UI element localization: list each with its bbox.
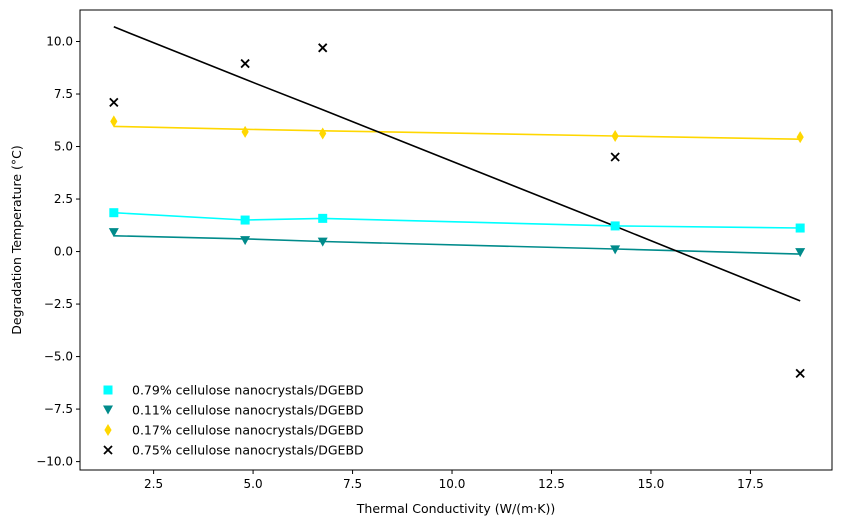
legend-marker-series-1	[103, 385, 113, 395]
y-tick-label: −7.5	[44, 402, 73, 416]
data-point-series-3	[611, 130, 619, 143]
legend-marker-series-2	[103, 405, 113, 415]
data-point-series-1	[109, 208, 119, 218]
y-tick-label: 10.0	[46, 35, 73, 49]
legend-marker-series-4	[103, 445, 113, 455]
y-axis: −10.0 −7.5 −5.0 −2.5 0.0 2.5 5.0 7.5 10.0	[36, 35, 80, 469]
data-point-series-3	[241, 125, 249, 138]
data-point-series-2	[610, 245, 621, 255]
data-point-series-1	[610, 221, 620, 231]
data-point-series-3	[110, 115, 118, 128]
data-point-series-2	[795, 248, 806, 258]
data-point-series-1	[795, 223, 805, 233]
data-point-series-3	[796, 131, 804, 144]
x-axis-label: Thermal Conductivity (W/(m·K))	[356, 501, 555, 516]
data-point-series-4	[795, 368, 805, 379]
y-tick-label: 5.0	[54, 140, 73, 154]
data-point-series-1	[240, 215, 250, 225]
data-point-series-1	[318, 213, 328, 223]
data-point-series-4	[610, 152, 620, 162]
y-tick-label: 7.5	[54, 87, 73, 101]
x-axis: 2.5 5.0 7.5 10.0 12.5 15.0 17.5	[144, 470, 764, 491]
x-tick-label: 17.5	[737, 477, 764, 491]
legend-marker-series-3	[104, 424, 112, 436]
data-point-series-2	[108, 228, 119, 238]
y-tick-label: −5.0	[44, 350, 73, 364]
data-point-series-3	[319, 127, 327, 140]
data-point-series-2	[317, 237, 328, 247]
x-tick-label: 7.5	[343, 477, 362, 491]
x-tick-label: 5.0	[244, 477, 263, 491]
plot-background	[80, 10, 832, 470]
y-tick-label: −10.0	[36, 455, 73, 469]
y-tick-label: −2.5	[44, 297, 73, 311]
x-tick-label: 2.5	[144, 477, 163, 491]
y-axis-label: Degradation Temperature (°C)	[9, 145, 24, 334]
data-point-series-4	[318, 43, 328, 53]
y-tick-label: 0.0	[54, 245, 73, 259]
data-point-series-2	[240, 236, 251, 246]
legend-label-series-1: 0.79% cellulose nanocrystals/DGEBD	[132, 383, 364, 398]
data-point-series-4	[240, 58, 250, 69]
legend-label-series-3: 0.17% cellulose nanocrystals/DGEBD	[132, 423, 364, 438]
data-point-series-4	[109, 97, 119, 108]
x-tick-label: 10.0	[439, 477, 466, 491]
legend: 0.79% cellulose nanocrystals/DGEBD 0.11% …	[103, 383, 364, 458]
plot-frame	[79, 9, 833, 471]
y-tick-label: 2.5	[54, 192, 73, 206]
x-tick-label: 12.5	[538, 477, 565, 491]
legend-label-series-4: 0.75% cellulose nanocrystals/DGEBD	[132, 443, 364, 458]
fit-line-series-4	[113, 26, 801, 302]
x-tick-label: 15.0	[638, 477, 665, 491]
data-markers	[108, 43, 806, 379]
legend-label-series-2: 0.11% cellulose nanocrystals/DGEBD	[132, 403, 364, 418]
